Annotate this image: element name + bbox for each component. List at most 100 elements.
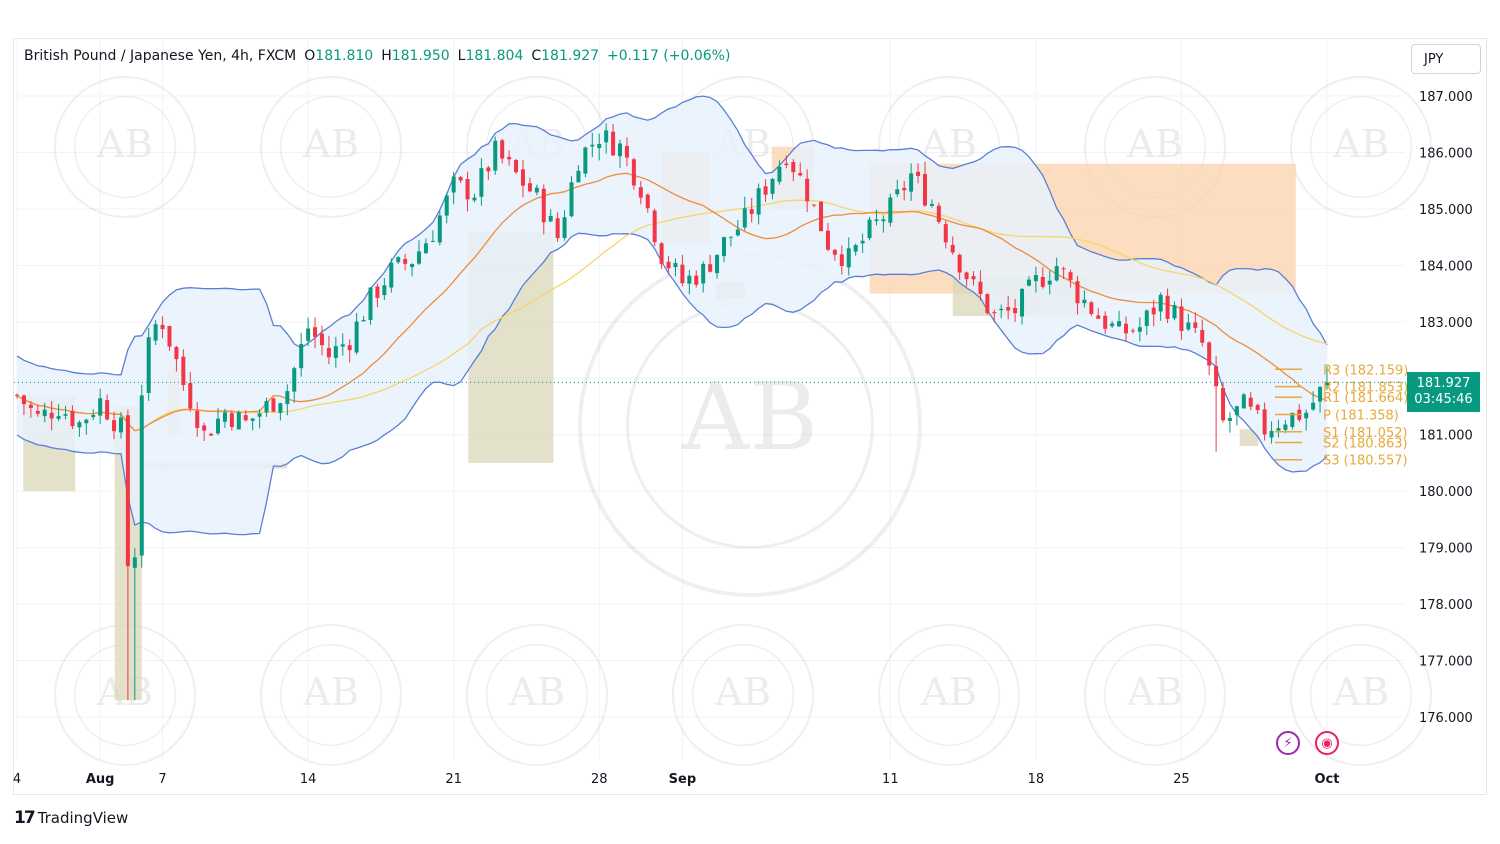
- candle: [597, 133, 602, 161]
- candle-body: [735, 229, 740, 236]
- candle-body: [500, 140, 505, 159]
- candle: [555, 212, 560, 242]
- x-tick-label: 21: [445, 772, 462, 787]
- candle: [319, 325, 324, 356]
- pivot-label-r3: R3 (182.159): [1323, 363, 1408, 378]
- watermark-seal: AB: [260, 624, 402, 766]
- moving-averages: [16, 172, 1328, 432]
- candle-body: [15, 394, 19, 396]
- candle: [21, 394, 26, 416]
- y-tick-label: 179.000: [1419, 542, 1473, 557]
- low-value: 181.804: [465, 48, 524, 64]
- watermark-seal: AB: [1290, 76, 1432, 218]
- candle-body: [694, 275, 699, 285]
- candle: [832, 248, 837, 261]
- candle-body: [618, 143, 623, 157]
- candle-body: [1221, 387, 1226, 421]
- candle: [916, 163, 921, 184]
- candle: [659, 242, 664, 270]
- x-tick-label: 18: [1028, 772, 1045, 787]
- candle-body: [417, 251, 422, 264]
- candle: [361, 316, 366, 322]
- candle: [98, 388, 103, 424]
- candle: [368, 287, 373, 325]
- candle-body: [222, 412, 227, 422]
- candle-body: [770, 178, 775, 194]
- seal-ring: [466, 624, 608, 766]
- bolt-icon[interactable]: ⚡: [1276, 731, 1300, 755]
- candle: [1207, 341, 1212, 376]
- x-tick-label: 28: [591, 772, 608, 787]
- candle-body: [250, 418, 255, 421]
- record-icon[interactable]: ◉: [1315, 731, 1339, 755]
- currency-selector[interactable]: JPY: [1411, 44, 1481, 74]
- candle: [56, 404, 61, 422]
- candle-body: [347, 345, 352, 351]
- pivot-label-r2: R2 (181.853): [1323, 381, 1408, 396]
- candle: [791, 159, 796, 182]
- candle-body: [867, 219, 872, 239]
- candle-body: [21, 395, 26, 405]
- y-tick-label: 176.000: [1419, 711, 1473, 726]
- candle-body: [569, 182, 574, 217]
- candle-body: [216, 418, 221, 434]
- candle-body: [202, 425, 207, 431]
- candle: [285, 384, 290, 416]
- candle-body: [1082, 299, 1087, 304]
- close-value: 181.927: [541, 48, 600, 64]
- candle: [777, 160, 782, 185]
- candle: [728, 236, 733, 247]
- candle: [153, 320, 158, 345]
- candle: [271, 397, 276, 413]
- candle-body: [645, 194, 650, 209]
- candle-body: [687, 275, 692, 284]
- x-tick-label: Oct: [1315, 772, 1340, 787]
- candle-body: [881, 219, 886, 222]
- candle: [1006, 295, 1011, 320]
- candle-body: [84, 419, 89, 424]
- candle-body: [805, 178, 810, 202]
- candle-body: [701, 263, 706, 284]
- candle: [590, 132, 595, 158]
- x-tick-label: Sep: [669, 772, 697, 787]
- candle: [1186, 313, 1191, 332]
- candle-body: [139, 395, 144, 556]
- candle: [1033, 266, 1038, 293]
- x-tick-label: 25: [1173, 772, 1190, 787]
- seal-ring-inner: [279, 643, 383, 747]
- candle: [500, 138, 505, 164]
- candle-body: [902, 187, 907, 191]
- fast-moving-average: [16, 172, 1328, 432]
- seal-ring: [672, 624, 814, 766]
- seal-letters: AB: [1126, 670, 1183, 715]
- candle-body: [860, 240, 865, 244]
- candle-body: [333, 346, 338, 358]
- candle-body: [784, 163, 789, 166]
- candle-body: [999, 308, 1004, 311]
- candle-body: [1193, 322, 1198, 328]
- candle-body: [1013, 307, 1018, 314]
- candle-body: [888, 197, 893, 223]
- candle-body: [368, 287, 373, 320]
- candle-body: [1186, 322, 1191, 330]
- candle: [1248, 391, 1253, 411]
- tradingview-logo[interactable]: 17 TradingView: [14, 808, 128, 828]
- candle: [1151, 299, 1156, 327]
- candle-body: [188, 383, 193, 409]
- candle-body: [1130, 330, 1135, 332]
- candle: [964, 271, 969, 287]
- candle: [514, 158, 519, 174]
- candle: [306, 317, 311, 347]
- candle: [638, 180, 643, 205]
- candle-body: [1290, 412, 1295, 427]
- candle-body: [375, 286, 380, 298]
- close-label: C: [531, 48, 542, 64]
- candle-body: [1227, 418, 1232, 421]
- candle-body: [1144, 310, 1149, 326]
- seal-letters: AB: [920, 670, 977, 715]
- candle-body: [638, 187, 643, 198]
- candle: [181, 349, 186, 391]
- candle: [125, 409, 130, 701]
- pivot-label-s2: S2 (180.863): [1323, 436, 1408, 451]
